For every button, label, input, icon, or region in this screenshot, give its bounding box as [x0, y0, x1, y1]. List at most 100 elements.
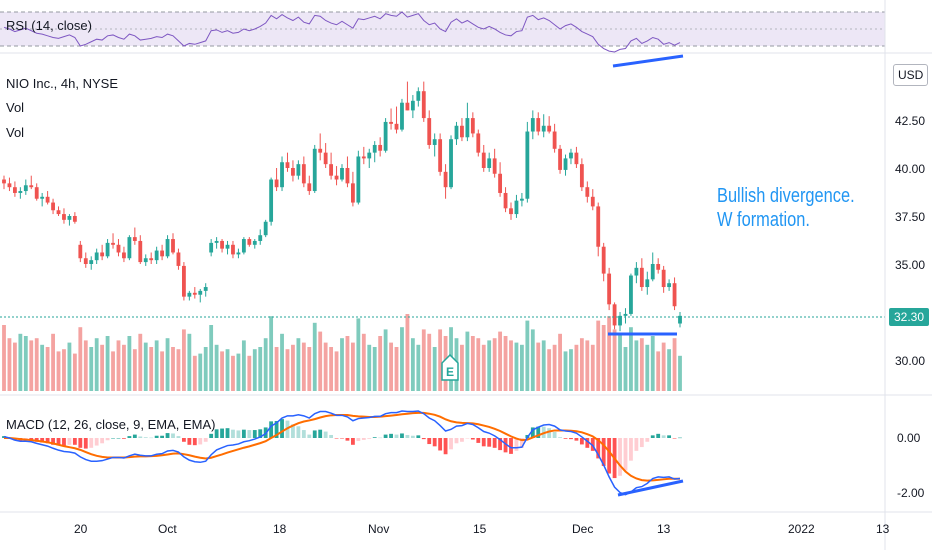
histogram-bar	[509, 438, 513, 454]
volume-bar	[623, 347, 628, 391]
candle-body	[23, 185, 28, 192]
candle	[111, 233, 115, 249]
candle-body	[122, 252, 126, 259]
volume-bar	[252, 349, 257, 391]
candle	[29, 175, 34, 190]
volume-bar	[514, 342, 519, 391]
histogram-bar	[165, 433, 170, 438]
histogram-bar	[438, 438, 443, 451]
candle-body	[334, 175, 339, 180]
candle-body	[100, 252, 105, 257]
candle	[100, 244, 105, 261]
candle-body	[345, 168, 350, 184]
histogram-bar	[585, 438, 590, 448]
histogram-bar	[203, 438, 208, 442]
histogram-bar	[623, 438, 628, 471]
volume-bars	[2, 314, 682, 391]
volume-bar	[296, 338, 301, 391]
currency-button[interactable]: USD	[893, 64, 929, 86]
histogram-bar	[661, 435, 666, 438]
volume-bar	[312, 322, 317, 391]
candle	[661, 265, 666, 293]
candle	[192, 287, 197, 299]
volume-bar	[460, 344, 464, 391]
histogram-bar	[465, 438, 470, 439]
divergence-annotation[interactable]: Bullish divergence. W formation.	[717, 184, 855, 232]
candle	[34, 183, 39, 201]
histogram-bar	[291, 424, 295, 438]
candle-body	[351, 183, 355, 203]
candle	[312, 144, 317, 193]
candle-body	[263, 221, 268, 236]
candle-body	[29, 185, 34, 188]
rsi-legend[interactable]: RSI (14, close)	[6, 18, 92, 33]
candle-body	[241, 239, 246, 253]
candle	[585, 181, 590, 203]
last-price-badge[interactable]: 32.30	[889, 308, 930, 326]
volume-bar	[116, 340, 121, 391]
volume-bar	[18, 333, 23, 391]
volume-legend-1[interactable]: Vol	[6, 100, 25, 115]
volume-bar	[105, 336, 110, 391]
candle-body	[656, 264, 661, 270]
volume-bar	[176, 349, 181, 391]
histogram-bar	[498, 438, 503, 451]
histogram-bar	[274, 420, 279, 438]
time-tick: 13	[657, 522, 671, 536]
histogram-bar	[176, 436, 181, 438]
candle	[269, 177, 274, 226]
candle	[187, 290, 192, 301]
histogram-bar	[416, 435, 421, 438]
candle	[432, 133, 437, 157]
candle-body	[176, 252, 181, 266]
volume-bar	[503, 336, 508, 391]
candle	[520, 192, 524, 207]
volume-bar	[378, 336, 383, 391]
candle-body	[449, 139, 453, 188]
volume-bar	[585, 340, 590, 391]
rsi-divergence-trendline[interactable]	[612, 54, 684, 68]
candle	[541, 114, 546, 138]
candle	[667, 279, 672, 291]
price-tick: 40.00	[895, 162, 926, 176]
candle-body	[252, 240, 257, 245]
macd-legend[interactable]: MACD (12, 26, close, 9, EMA, EMA)	[6, 417, 216, 432]
candle-body	[94, 252, 99, 261]
macd-divergence-trendline[interactable]	[617, 479, 684, 497]
candle	[383, 118, 388, 153]
histogram-bar	[220, 428, 224, 438]
volume-bar	[389, 342, 393, 391]
candle	[247, 237, 252, 247]
histogram-bar	[520, 438, 524, 448]
histogram-bar	[323, 431, 328, 438]
candle-body	[192, 292, 197, 295]
histogram-bar	[639, 438, 644, 448]
candle-body	[40, 196, 45, 199]
volume-bar	[607, 316, 612, 391]
candle-body	[2, 179, 6, 184]
histogram-bar	[378, 437, 383, 439]
volume-bar	[552, 344, 557, 391]
candle-body	[274, 179, 279, 188]
volume-bar	[547, 349, 552, 391]
candle-body	[329, 164, 334, 176]
candle	[209, 239, 214, 257]
candle-body	[383, 121, 388, 151]
symbol-legend[interactable]: NIO Inc., 4h, NYSE	[6, 76, 118, 91]
volume-legend-2[interactable]: Vol	[6, 125, 25, 140]
time-tick: 15	[473, 522, 487, 536]
candle-body	[258, 235, 263, 241]
candle	[56, 206, 61, 216]
histogram-bar	[100, 438, 105, 444]
candle-body	[307, 183, 312, 192]
volume-bar	[405, 314, 410, 391]
candle-body	[78, 244, 83, 259]
histogram-bar	[318, 429, 323, 438]
candle-body	[83, 258, 88, 264]
candle-body	[552, 131, 557, 149]
volume-bar	[2, 325, 6, 391]
candle-body	[105, 242, 110, 257]
earnings-marker[interactable]: E	[441, 354, 459, 381]
